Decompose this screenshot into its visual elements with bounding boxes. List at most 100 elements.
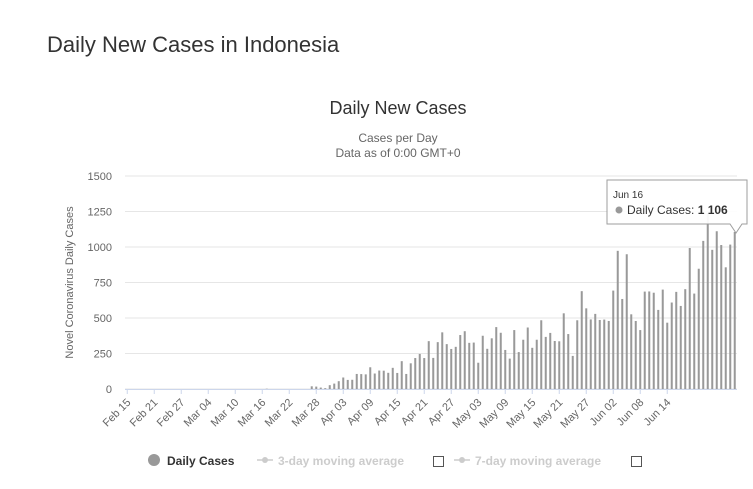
y-tick-label: 250 (94, 349, 112, 361)
x-tick-label: May 21 (531, 397, 565, 431)
x-tick-label: Feb 21 (128, 397, 161, 430)
x-tick-label: Jun 08 (615, 397, 647, 429)
bar (364, 374, 367, 389)
bar (639, 330, 642, 389)
bar (567, 334, 570, 389)
bar (643, 291, 646, 389)
bar (616, 250, 619, 389)
x-tick-label: Feb 27 (155, 397, 188, 430)
legend-daily-cases-marker (148, 454, 160, 466)
bar (675, 291, 678, 389)
bar (571, 355, 574, 389)
bar (684, 289, 687, 389)
bar (369, 367, 372, 389)
bar (693, 293, 696, 389)
legend-7-day-average-label[interactable]: 7-day moving average (475, 454, 601, 468)
chart-title: Daily New Cases (329, 98, 466, 118)
bar (310, 386, 313, 389)
tooltip-value: 1 106 (698, 203, 728, 217)
page-title: Daily New Cases in Indonesia (47, 32, 340, 57)
bar (598, 319, 601, 389)
bar (355, 373, 358, 389)
x-tick-label: May 27 (558, 397, 592, 431)
bar (315, 386, 318, 389)
bar (499, 332, 502, 389)
tooltip-label: Daily Cases: (627, 203, 698, 217)
bar (463, 331, 466, 389)
tooltip-box (606, 179, 748, 234)
bar (468, 342, 471, 389)
bar (490, 338, 493, 389)
bar (576, 320, 579, 389)
bar (679, 305, 682, 389)
y-tick-label: 750 (94, 278, 112, 290)
bar (706, 212, 709, 389)
y-tick-label: 1500 (88, 171, 112, 183)
y-tick-label: 1000 (88, 242, 112, 254)
x-tick-label: Apr 09 (345, 397, 376, 428)
bar (594, 313, 597, 389)
bar (333, 383, 336, 389)
bar (652, 292, 655, 389)
7-day-average-checkbox[interactable] (631, 456, 642, 467)
bar (513, 330, 516, 389)
x-tick-label: May 09 (477, 397, 511, 431)
bar (360, 374, 363, 389)
bar (648, 291, 651, 389)
bar (585, 308, 588, 389)
y-tick-label: 0 (106, 384, 112, 396)
x-tick-label: May 15 (504, 397, 538, 431)
3-day-average-checkbox[interactable] (433, 456, 444, 467)
bar (702, 240, 705, 389)
x-tick-label: Mar 28 (290, 397, 323, 430)
bar (535, 339, 538, 389)
bar (544, 336, 547, 389)
bar (495, 327, 498, 389)
bar (697, 268, 700, 389)
x-tick-label: May 03 (450, 397, 484, 431)
chart-subtitle-line: Cases per Day (358, 131, 437, 145)
bar (612, 290, 615, 389)
bar (391, 367, 394, 389)
bar (409, 363, 412, 389)
y-axis-label: Novel Coronavirus Daily Cases (64, 206, 76, 359)
bar (508, 358, 511, 389)
bar (562, 313, 565, 389)
y-tick-label: 1250 (88, 207, 112, 219)
bar (454, 346, 457, 389)
bar (589, 319, 592, 389)
bar (387, 372, 390, 389)
bar (328, 385, 331, 389)
bar (459, 335, 462, 389)
bar (720, 245, 723, 389)
legend-daily-cases-label[interactable]: Daily Cases (167, 454, 235, 468)
bar (373, 373, 376, 389)
x-tick-label: Apr 15 (372, 397, 403, 428)
x-tick-label: Mar 04 (182, 397, 215, 430)
bar (522, 339, 525, 389)
bar (630, 314, 633, 389)
bar (724, 267, 727, 389)
bar (396, 372, 399, 389)
bar (526, 327, 529, 389)
x-tick-label: Mar 22 (263, 397, 296, 430)
bar (553, 341, 556, 389)
x-tick-label: Jun 14 (642, 397, 674, 429)
bar (517, 352, 520, 389)
legend-3-day-average-label[interactable]: 3-day moving average (278, 454, 404, 468)
bar (733, 231, 736, 389)
bar (711, 249, 714, 389)
bar (657, 309, 660, 389)
bar (625, 254, 628, 389)
bar (342, 377, 345, 389)
bar (531, 347, 534, 389)
bar (445, 344, 448, 389)
legend-3-day-average-marker (262, 457, 268, 463)
bar (621, 298, 624, 389)
bar (715, 231, 718, 389)
y-tick-label: 500 (94, 313, 112, 325)
bar (382, 370, 385, 389)
bar (504, 349, 507, 389)
bar (337, 381, 340, 389)
